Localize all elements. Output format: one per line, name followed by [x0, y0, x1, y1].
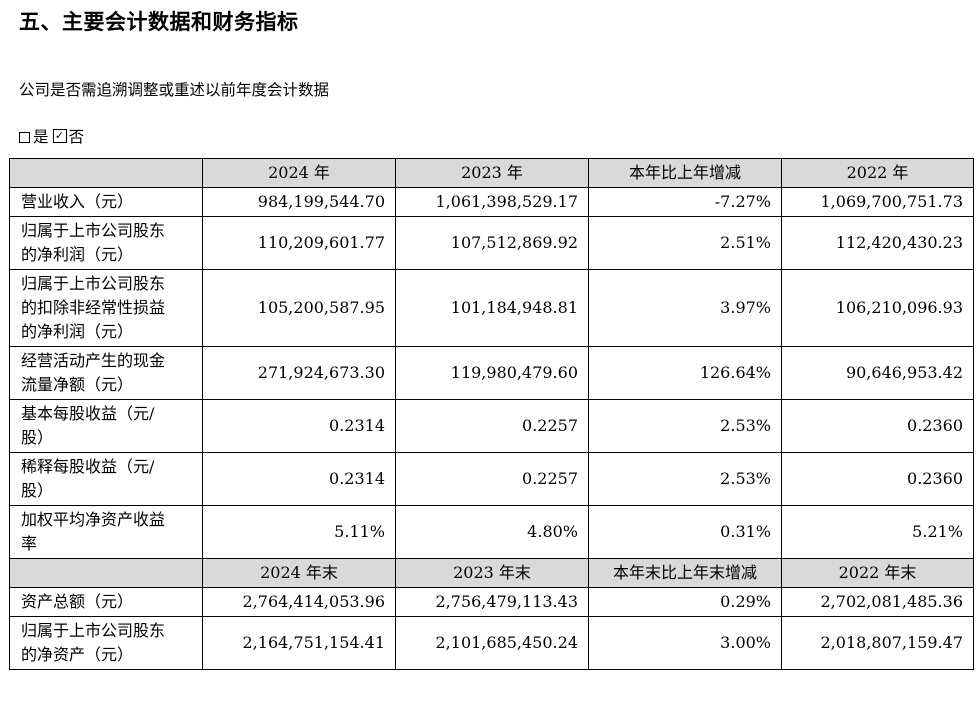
row-label-line: 的扣除非经常性损益: [21, 298, 166, 317]
value-cell: 271,924,673.30: [202, 346, 396, 400]
yes-label: 是: [33, 128, 49, 146]
section-title: 五、主要会计数据和财务指标: [19, 10, 299, 34]
value-cell: 1,069,700,751.73: [781, 187, 974, 217]
row-label: 归属于上市公司股东 的净资产（元）: [9, 616, 203, 670]
value-cell: 0.2257: [395, 399, 589, 453]
value-cell: 107,512,869.92: [395, 216, 589, 270]
row-label-line: 归属于上市公司股东: [21, 221, 166, 240]
row-label-line: 的净利润（元）: [21, 322, 134, 341]
row-label-line: 股）: [21, 428, 54, 447]
value-cell: 2,702,081,485.36: [781, 587, 974, 617]
restatement-answer: 是 ✓ 否: [19, 125, 84, 147]
table-row: 归属于上市公司股东 的净资产（元） 2,164,751,154.41 2,101,68…: [9, 616, 974, 670]
table-row: 营业收入（元） 984,199,544.70 1,061,398,529.17 -7.…: [9, 187, 974, 217]
value-cell: 0.2360: [781, 452, 974, 506]
value-cell: 0.31%: [588, 505, 782, 559]
row-label: 资产总额（元）: [9, 587, 203, 617]
table-row: 归属于上市公司股东 的净利润（元） 110,209,601.77 107,512,86…: [9, 216, 974, 270]
table-row: 经营活动产生的现金 流量净额（元） 271,924,673.30 119,980,47…: [9, 346, 974, 400]
value-cell: 126.64%: [588, 346, 782, 400]
value-cell: 2.51%: [588, 216, 782, 270]
column-header: 2024 年末: [202, 558, 396, 588]
column-header: 本年比上年增减: [588, 158, 782, 188]
value-cell: 0.2257: [395, 452, 589, 506]
unchecked-box-icon: [19, 131, 30, 143]
column-header: 2024 年: [202, 158, 396, 188]
row-label-line: 经营活动产生的现金: [21, 351, 166, 370]
value-cell: 2,101,685,450.24: [395, 616, 589, 670]
row-label-line: 的净资产（元）: [21, 645, 134, 664]
row-label-line: 资产总额（元）: [21, 592, 134, 611]
value-cell: 0.29%: [588, 587, 782, 617]
table-row: 归属于上市公司股东 的扣除非经常性损益 的净利润（元） 105,200,587.95 1…: [9, 269, 974, 347]
value-cell: 119,980,479.60: [395, 346, 589, 400]
table-header-row: 2024 年 2023 年本年比上年增减 2022 年: [9, 158, 974, 188]
row-label: 归属于上市公司股东 的扣除非经常性损益 的净利润（元）: [9, 269, 203, 347]
table-row: 资产总额（元） 2,764,414,053.96 2,756,479,113.43 0…: [9, 587, 974, 617]
table-header-row: 2024 年末 2023 年末 本年末比上年末增减 2022 年末: [9, 558, 974, 588]
value-cell: 2.53%: [588, 399, 782, 453]
row-label-line: 归属于上市公司股东: [21, 621, 166, 640]
value-cell: 4.80%: [395, 505, 589, 559]
value-cell: 2.53%: [588, 452, 782, 506]
restatement-question: 公司是否需追溯调整或重述以前年度会计数据: [19, 81, 330, 99]
column-header: 2022 年末: [781, 558, 974, 588]
row-label-line: 率: [21, 534, 38, 553]
value-cell: 5.11%: [202, 505, 396, 559]
value-cell: 106,210,096.93: [781, 269, 974, 347]
row-label-line: 稀释每股收益（元/: [21, 457, 155, 476]
value-cell: 2,018,807,159.47: [781, 616, 974, 670]
column-header: 2023 年末: [395, 558, 589, 588]
value-cell: 0.2360: [781, 399, 974, 453]
row-label: 稀释每股收益（元/股）: [9, 452, 203, 506]
value-cell: 90,646,953.42: [781, 346, 974, 400]
row-label: 基本每股收益（元/股）: [9, 399, 203, 453]
value-cell: 5.21%: [781, 505, 974, 559]
row-label: 加权平均净资产收益率: [9, 505, 203, 559]
financial-indicators-table: 2024 年 2023 年本年比上年增减 2022 年营业收入（元） 984,199,…: [9, 158, 974, 670]
value-cell: -7.27%: [588, 187, 782, 217]
table-row: 稀释每股收益（元/股） 0.2314 0.2257 2.53% 0.2360: [9, 452, 974, 506]
row-label: 经营活动产生的现金 流量净额（元）: [9, 346, 203, 400]
value-cell: 2,164,751,154.41: [202, 616, 396, 670]
no-label: 否: [68, 128, 85, 146]
value-cell: 984,199,544.70: [202, 187, 396, 217]
value-cell: 2,764,414,053.96: [202, 587, 396, 617]
row-label-line: 归属于上市公司股东: [21, 274, 166, 293]
column-header: 2022 年: [781, 158, 974, 188]
row-label: 营业收入（元）: [9, 187, 203, 217]
value-cell: 3.97%: [588, 269, 782, 347]
column-header: 2023 年: [395, 158, 589, 188]
value-cell: 105,200,587.95: [202, 269, 396, 347]
table-row: 加权平均净资产收益率 5.11% 4.80% 0.31% 5.21%: [9, 505, 974, 559]
column-header: 本年末比上年末增减: [588, 558, 782, 588]
row-label: 归属于上市公司股东 的净利润（元）: [9, 216, 203, 270]
value-cell: 101,184,948.81: [395, 269, 589, 347]
table-row: 基本每股收益（元/股） 0.2314 0.2257 2.53% 0.2360: [9, 399, 974, 453]
value-cell: 0.2314: [202, 399, 396, 453]
header-blank-cell: [9, 158, 203, 188]
row-label-line: 流量净额（元）: [21, 375, 134, 394]
value-cell: 110,209,601.77: [202, 216, 396, 270]
row-label-line: 营业收入（元）: [21, 192, 134, 211]
value-cell: 1,061,398,529.17: [395, 187, 589, 217]
header-blank-cell: [9, 558, 203, 588]
row-label-line: 的净利润（元）: [21, 245, 134, 264]
value-cell: 0.2314: [202, 452, 396, 506]
checked-box-icon: ✓: [52, 129, 67, 143]
row-label-line: 基本每股收益（元/: [21, 404, 155, 423]
row-label-line: 股）: [21, 481, 54, 500]
row-label-line: 加权平均净资产收益: [21, 510, 166, 529]
value-cell: 3.00%: [588, 616, 782, 670]
value-cell: 112,420,430.23: [781, 216, 974, 270]
value-cell: 2,756,479,113.43: [395, 587, 589, 617]
